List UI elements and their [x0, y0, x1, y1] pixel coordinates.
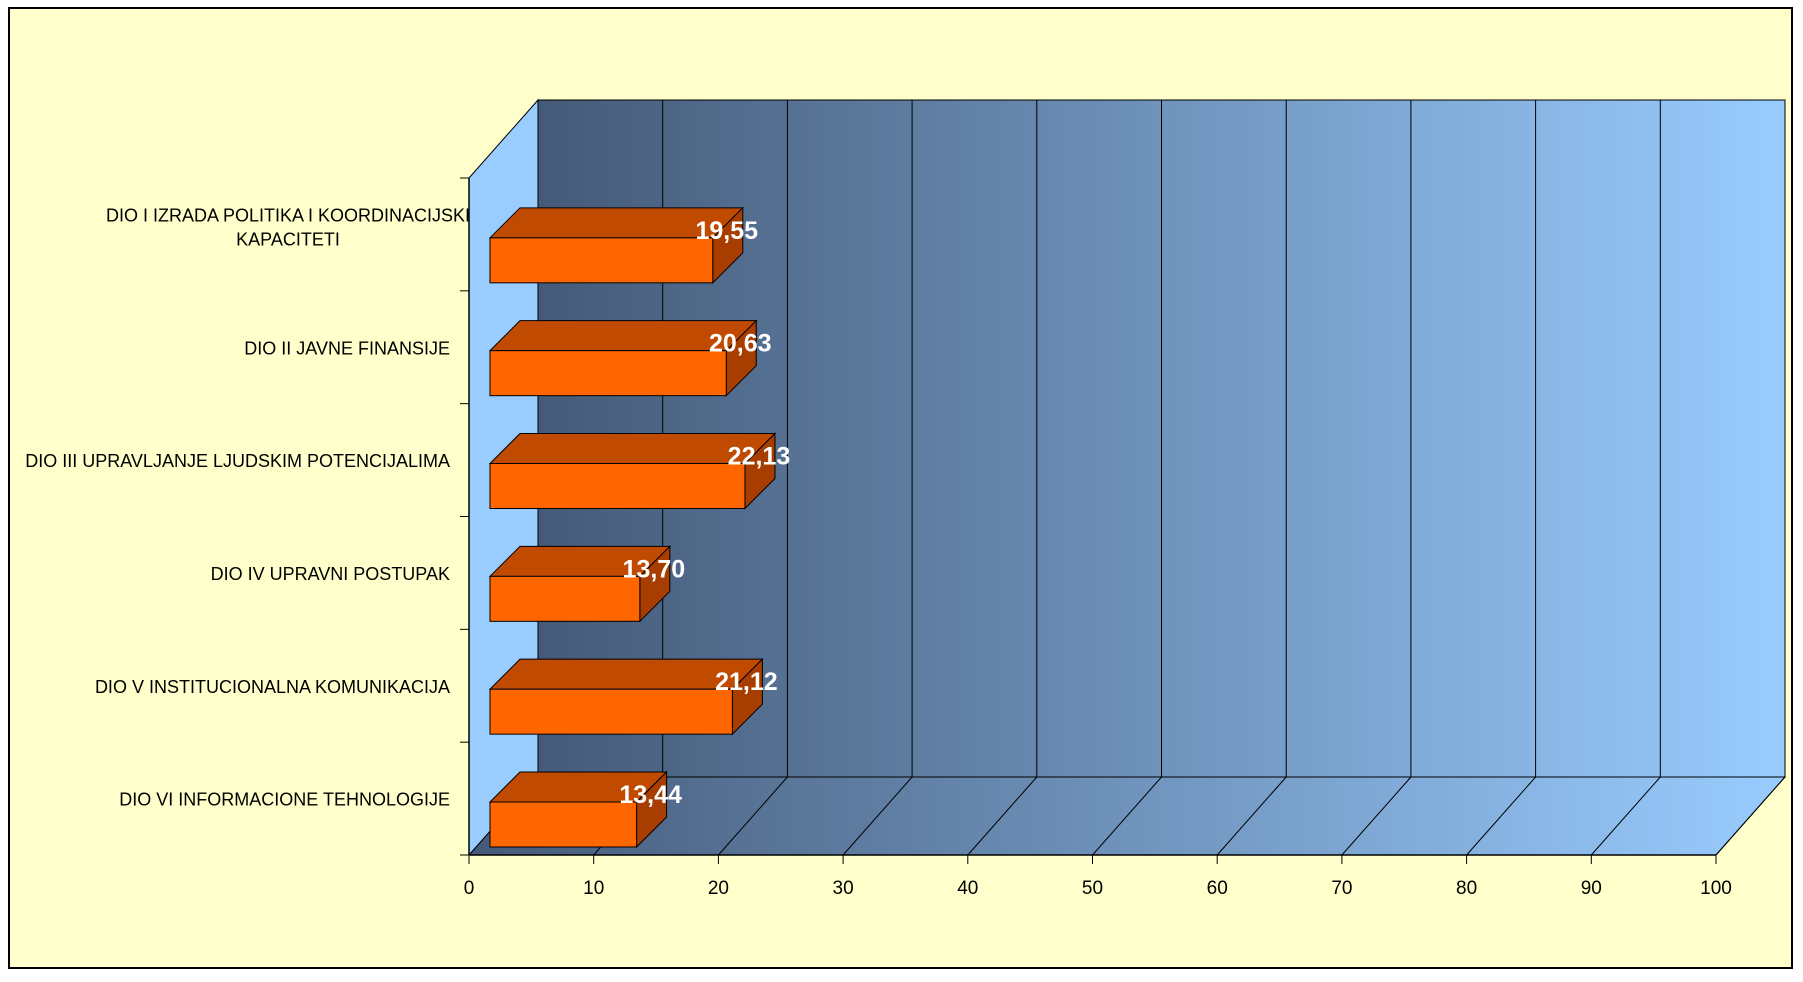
bar — [489, 801, 638, 848]
category-label: DIO VI INFORMACIONE TEHNOLOGIJE — [119, 790, 450, 810]
bar — [489, 688, 733, 735]
bar — [489, 350, 727, 397]
category-label-line: DIO I IZRADA POLITIKA I KOORDINACIJSKI — [106, 205, 470, 225]
category-label: DIO III UPRAVLJANJE LJUDSKIM POTENCIJALI… — [25, 451, 450, 471]
category-label-line: KAPACITETI — [236, 229, 340, 249]
x-tick-label: 50 — [1082, 878, 1103, 899]
bar — [489, 575, 641, 622]
category-label: DIO IV UPRAVNI POSTUPAK — [211, 564, 450, 584]
x-tick-label: 60 — [1207, 878, 1228, 899]
data-label: 22,13 — [728, 443, 791, 471]
category-label-line: DIO IV UPRAVNI POSTUPAK — [211, 564, 450, 584]
data-label: 13,70 — [623, 555, 686, 583]
gridline-floor — [718, 776, 788, 856]
gridline-floor — [1715, 776, 1786, 856]
x-tick-label: 80 — [1456, 878, 1477, 899]
bar — [489, 237, 714, 284]
gridline-floor — [1466, 776, 1536, 856]
data-label: 13,44 — [619, 781, 682, 809]
category-label-line: DIO VI INFORMACIONE TEHNOLOGIJE — [119, 790, 450, 810]
category-label: DIO V INSTITUCIONALNA KOMUNIKACIJA — [95, 677, 450, 697]
gridline-floor — [1341, 776, 1412, 856]
x-tick-label: 10 — [583, 878, 604, 899]
gridline-floor — [967, 776, 1038, 856]
x-tick-label: 30 — [833, 878, 854, 899]
gridline-floor — [1092, 776, 1162, 856]
gridline-floor — [1216, 776, 1287, 856]
category-label: DIO II JAVNE FINANSIJE — [244, 338, 450, 358]
category-label-line: DIO II JAVNE FINANSIJE — [244, 338, 450, 358]
category-label: DIO I IZRADA POLITIKA I KOORDINACIJSKI KA… — [106, 205, 470, 249]
data-label: 19,55 — [696, 217, 759, 245]
gridline-floor — [842, 776, 913, 856]
x-tick-label: 20 — [708, 878, 729, 899]
gridline-floor — [1590, 776, 1661, 856]
category-label-line: DIO V INSTITUCIONALNA KOMUNIKACIJA — [95, 677, 450, 697]
x-tick-label: 40 — [957, 878, 978, 899]
x-tick-label: 70 — [1331, 878, 1352, 899]
bar — [489, 463, 746, 509]
x-tick-label: 100 — [1700, 878, 1732, 899]
data-label: 20,63 — [709, 330, 772, 358]
data-label: 21,12 — [715, 668, 778, 696]
x-tick-label: 90 — [1581, 878, 1602, 899]
category-label-line: DIO III UPRAVLJANJE LJUDSKIM POTENCIJALI… — [25, 451, 450, 471]
x-tick-label: 0 — [464, 878, 475, 899]
